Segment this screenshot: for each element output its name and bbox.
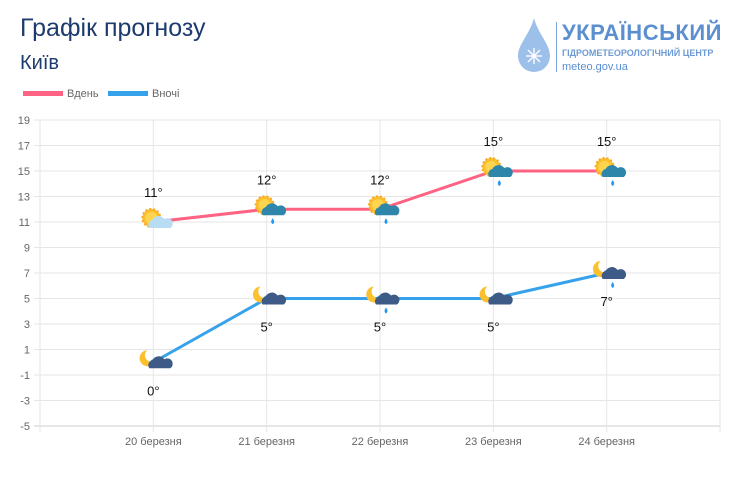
legend-swatch-night [108, 91, 148, 96]
cloud [148, 356, 173, 369]
moon-rain-cloud-icon [366, 286, 400, 314]
legend-label-night: Вночі [152, 88, 179, 100]
sun-rain-cloud-icon [481, 157, 513, 186]
data-label: 12° [257, 172, 277, 187]
y-tick-label: 1 [24, 345, 30, 357]
data-label: 15° [483, 134, 503, 149]
logo-divider [556, 22, 557, 72]
y-tick-label: 3 [24, 319, 30, 331]
data-label: 12° [370, 172, 390, 187]
x-tick-label: 23 березня [465, 436, 522, 448]
rain-drop [384, 218, 388, 225]
moon-rain-cloud-icon [592, 261, 627, 288]
legend: Вдень Вночі [23, 88, 179, 100]
legend-label-day: Вдень [67, 88, 99, 100]
y-tick-label: 17 [18, 141, 30, 153]
data-label: 11° [144, 185, 163, 200]
y-tick-label: 11 [19, 217, 30, 229]
cloud [374, 203, 400, 216]
cloud [601, 267, 627, 279]
sun-cloud-icon [141, 208, 173, 228]
x-tick-label: 22 березня [352, 436, 409, 448]
cloud [261, 203, 287, 216]
logo-title: УКРАЇНСЬКИЙ [562, 20, 722, 45]
moon-cloud-icon [479, 286, 513, 305]
y-tick-label: -3 [20, 396, 30, 408]
y-tick-label: 5 [24, 294, 30, 306]
x-tick-label: 24 березня [578, 436, 635, 448]
moon-cloud-icon [252, 286, 287, 305]
sun-rain-cloud-icon [368, 195, 400, 225]
moon-cloud-icon [139, 350, 173, 369]
x-tick-label: 20 березня [125, 436, 182, 448]
rain-drop [384, 307, 388, 314]
rain-drop [611, 282, 615, 288]
data-label: 5° [487, 320, 499, 335]
cloud [488, 292, 513, 305]
y-tick-label: -1 [20, 370, 30, 382]
data-label: 15° [597, 134, 617, 149]
sun-rain-cloud-icon [254, 195, 287, 225]
cloud [374, 292, 400, 305]
y-tick-label: 15 [18, 166, 30, 178]
sun-rain-cloud-icon [594, 157, 627, 186]
data-label: 7° [600, 294, 612, 309]
logo-url[interactable]: meteo.gov.ua [562, 61, 628, 73]
page-title: Графік прогнозу [20, 14, 206, 42]
data-label: 5° [374, 320, 386, 335]
city-name: Київ [20, 52, 60, 74]
logo[interactable]: УКРАЇНСЬКИЙ ГІДРОМЕТЕОРОЛОГІЧНИЙ ЦЕНТР m… [514, 16, 734, 76]
y-tick-label: 7 [24, 268, 30, 280]
rain-drop [271, 218, 275, 225]
water-drop-icon [518, 18, 550, 72]
rain-drop [497, 180, 501, 186]
y-tick-label: 19 [18, 115, 30, 127]
cloud [148, 216, 173, 228]
y-tick-label: 13 [18, 192, 30, 204]
cloud [488, 165, 513, 177]
y-tick-label: -5 [20, 421, 30, 433]
cloud [601, 165, 627, 177]
logo-subtitle: ГІДРОМЕТЕОРОЛОГІЧНИЙ ЦЕНТР [562, 48, 714, 58]
cloud [261, 292, 287, 305]
legend-swatch-day [23, 91, 63, 96]
x-tick-label: 21 березня [238, 436, 295, 448]
y-tick-label: 9 [24, 243, 30, 255]
data-label: 0° [147, 383, 159, 398]
rain-drop [611, 180, 615, 186]
data-label: 5° [260, 320, 272, 335]
